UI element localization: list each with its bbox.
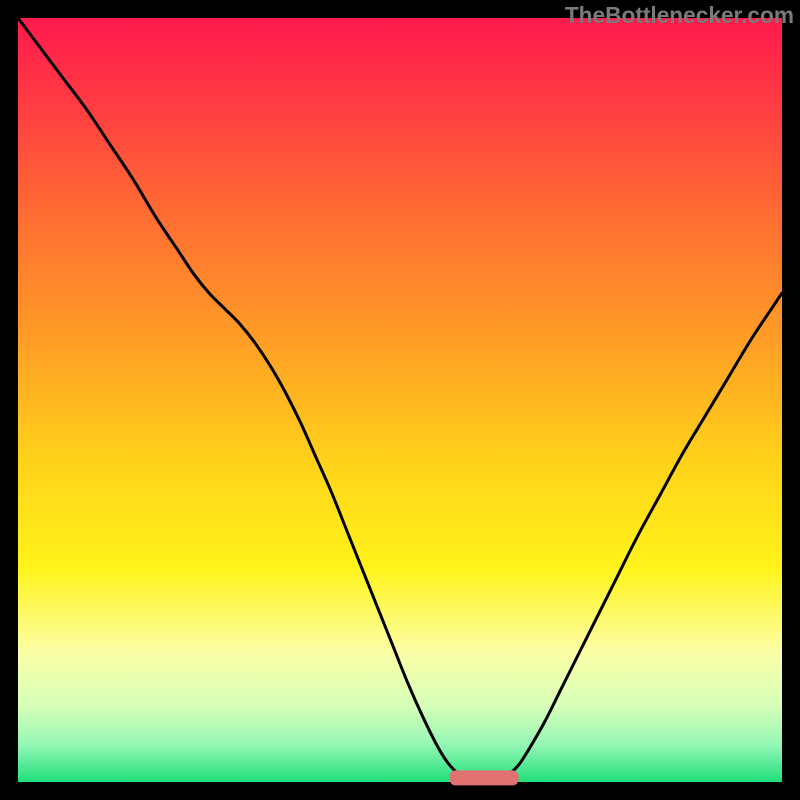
watermark-text: TheBottlenecker.com <box>565 2 794 29</box>
plot-area <box>18 18 782 782</box>
bottleneck-curve <box>18 18 782 779</box>
curve-svg <box>18 18 782 782</box>
optimal-point-marker <box>450 771 519 786</box>
chart-frame: TheBottlenecker.com <box>0 0 800 800</box>
